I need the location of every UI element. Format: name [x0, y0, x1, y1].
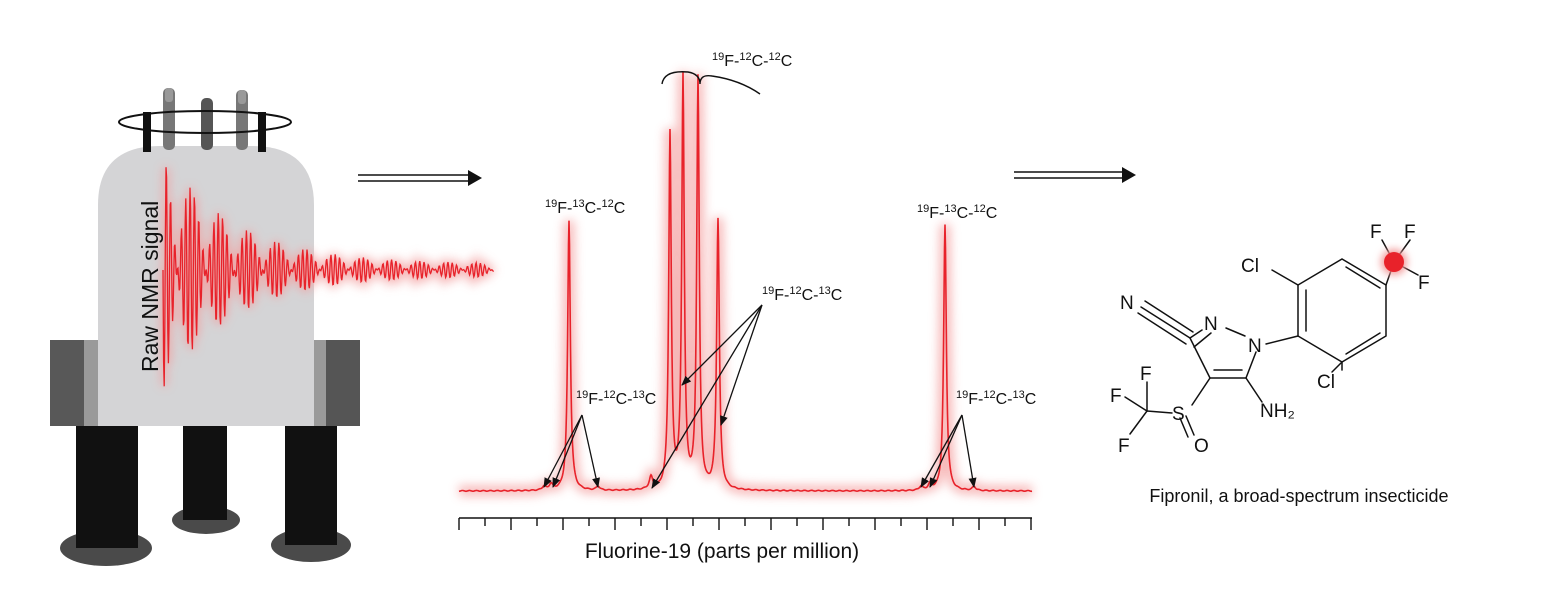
atom-s: S: [1172, 404, 1185, 425]
raw-nmr-signal: [160, 167, 496, 387]
atom-n1: N: [1248, 336, 1262, 357]
magnet-ring: [118, 110, 292, 134]
fluorine-spectrum: Fluorine-19 (parts per million) 19F-12C-…: [458, 51, 1036, 563]
magnet-leg-middle: [183, 420, 227, 520]
process-arrow-2: [1014, 167, 1136, 183]
probe-center: [201, 98, 213, 150]
magnet-leg-right: [285, 420, 337, 545]
atom-nh2: NH₂: [1260, 401, 1295, 422]
atom-f4: F: [1140, 364, 1152, 385]
brace-top: [661, 71, 761, 95]
probe-right: [236, 90, 248, 150]
atom-n2: N: [1204, 314, 1218, 335]
atom-cl-bottom: Cl: [1317, 372, 1335, 393]
atom-f3: F: [1418, 273, 1430, 294]
cf3-highlight: [1381, 249, 1407, 275]
label-19f-13c-12c-right: 19F-13C-12C: [917, 203, 997, 222]
label-19f-12c-13c-right: 19F-12C-13C: [956, 389, 1036, 408]
atom-f1: F: [1370, 222, 1382, 243]
fipronil-atom-labels: N N N Cl Cl F F F F F F S O NH₂: [1110, 222, 1430, 457]
atom-f6: F: [1118, 436, 1130, 457]
label-19f-13c-12c-left: 19F-13C-12C: [545, 198, 625, 217]
spectrum-pointer-arrows: [543, 304, 977, 489]
molecule-caption: Fipronil, a broad-spectrum insecticide: [1149, 486, 1448, 506]
atom-f5: F: [1110, 386, 1122, 407]
label-19f-12c-12c-top: 19F-12C-12C: [712, 51, 792, 70]
atom-f2: F: [1404, 222, 1416, 243]
fipronil-structure: [1124, 239, 1419, 438]
spectrum-axis: [458, 517, 1032, 530]
label-19f-12c-13c-left: 19F-12C-13C: [576, 389, 656, 408]
nmr-magnet: Raw NMR signal: [50, 88, 496, 566]
process-arrow-1: [358, 170, 482, 186]
atom-o: O: [1194, 436, 1209, 457]
label-19f-12c-13c-center: 19F-12C-13C: [762, 285, 842, 304]
magnet-leg-left: [76, 420, 138, 548]
atom-n-nitrile: N: [1120, 293, 1134, 314]
raw-nmr-signal-label: Raw NMR signal: [137, 201, 163, 372]
spectrum-axis-label: Fluorine-19 (parts per million): [585, 540, 859, 563]
atom-cl-top: Cl: [1241, 256, 1259, 277]
probe-left: [163, 88, 175, 150]
